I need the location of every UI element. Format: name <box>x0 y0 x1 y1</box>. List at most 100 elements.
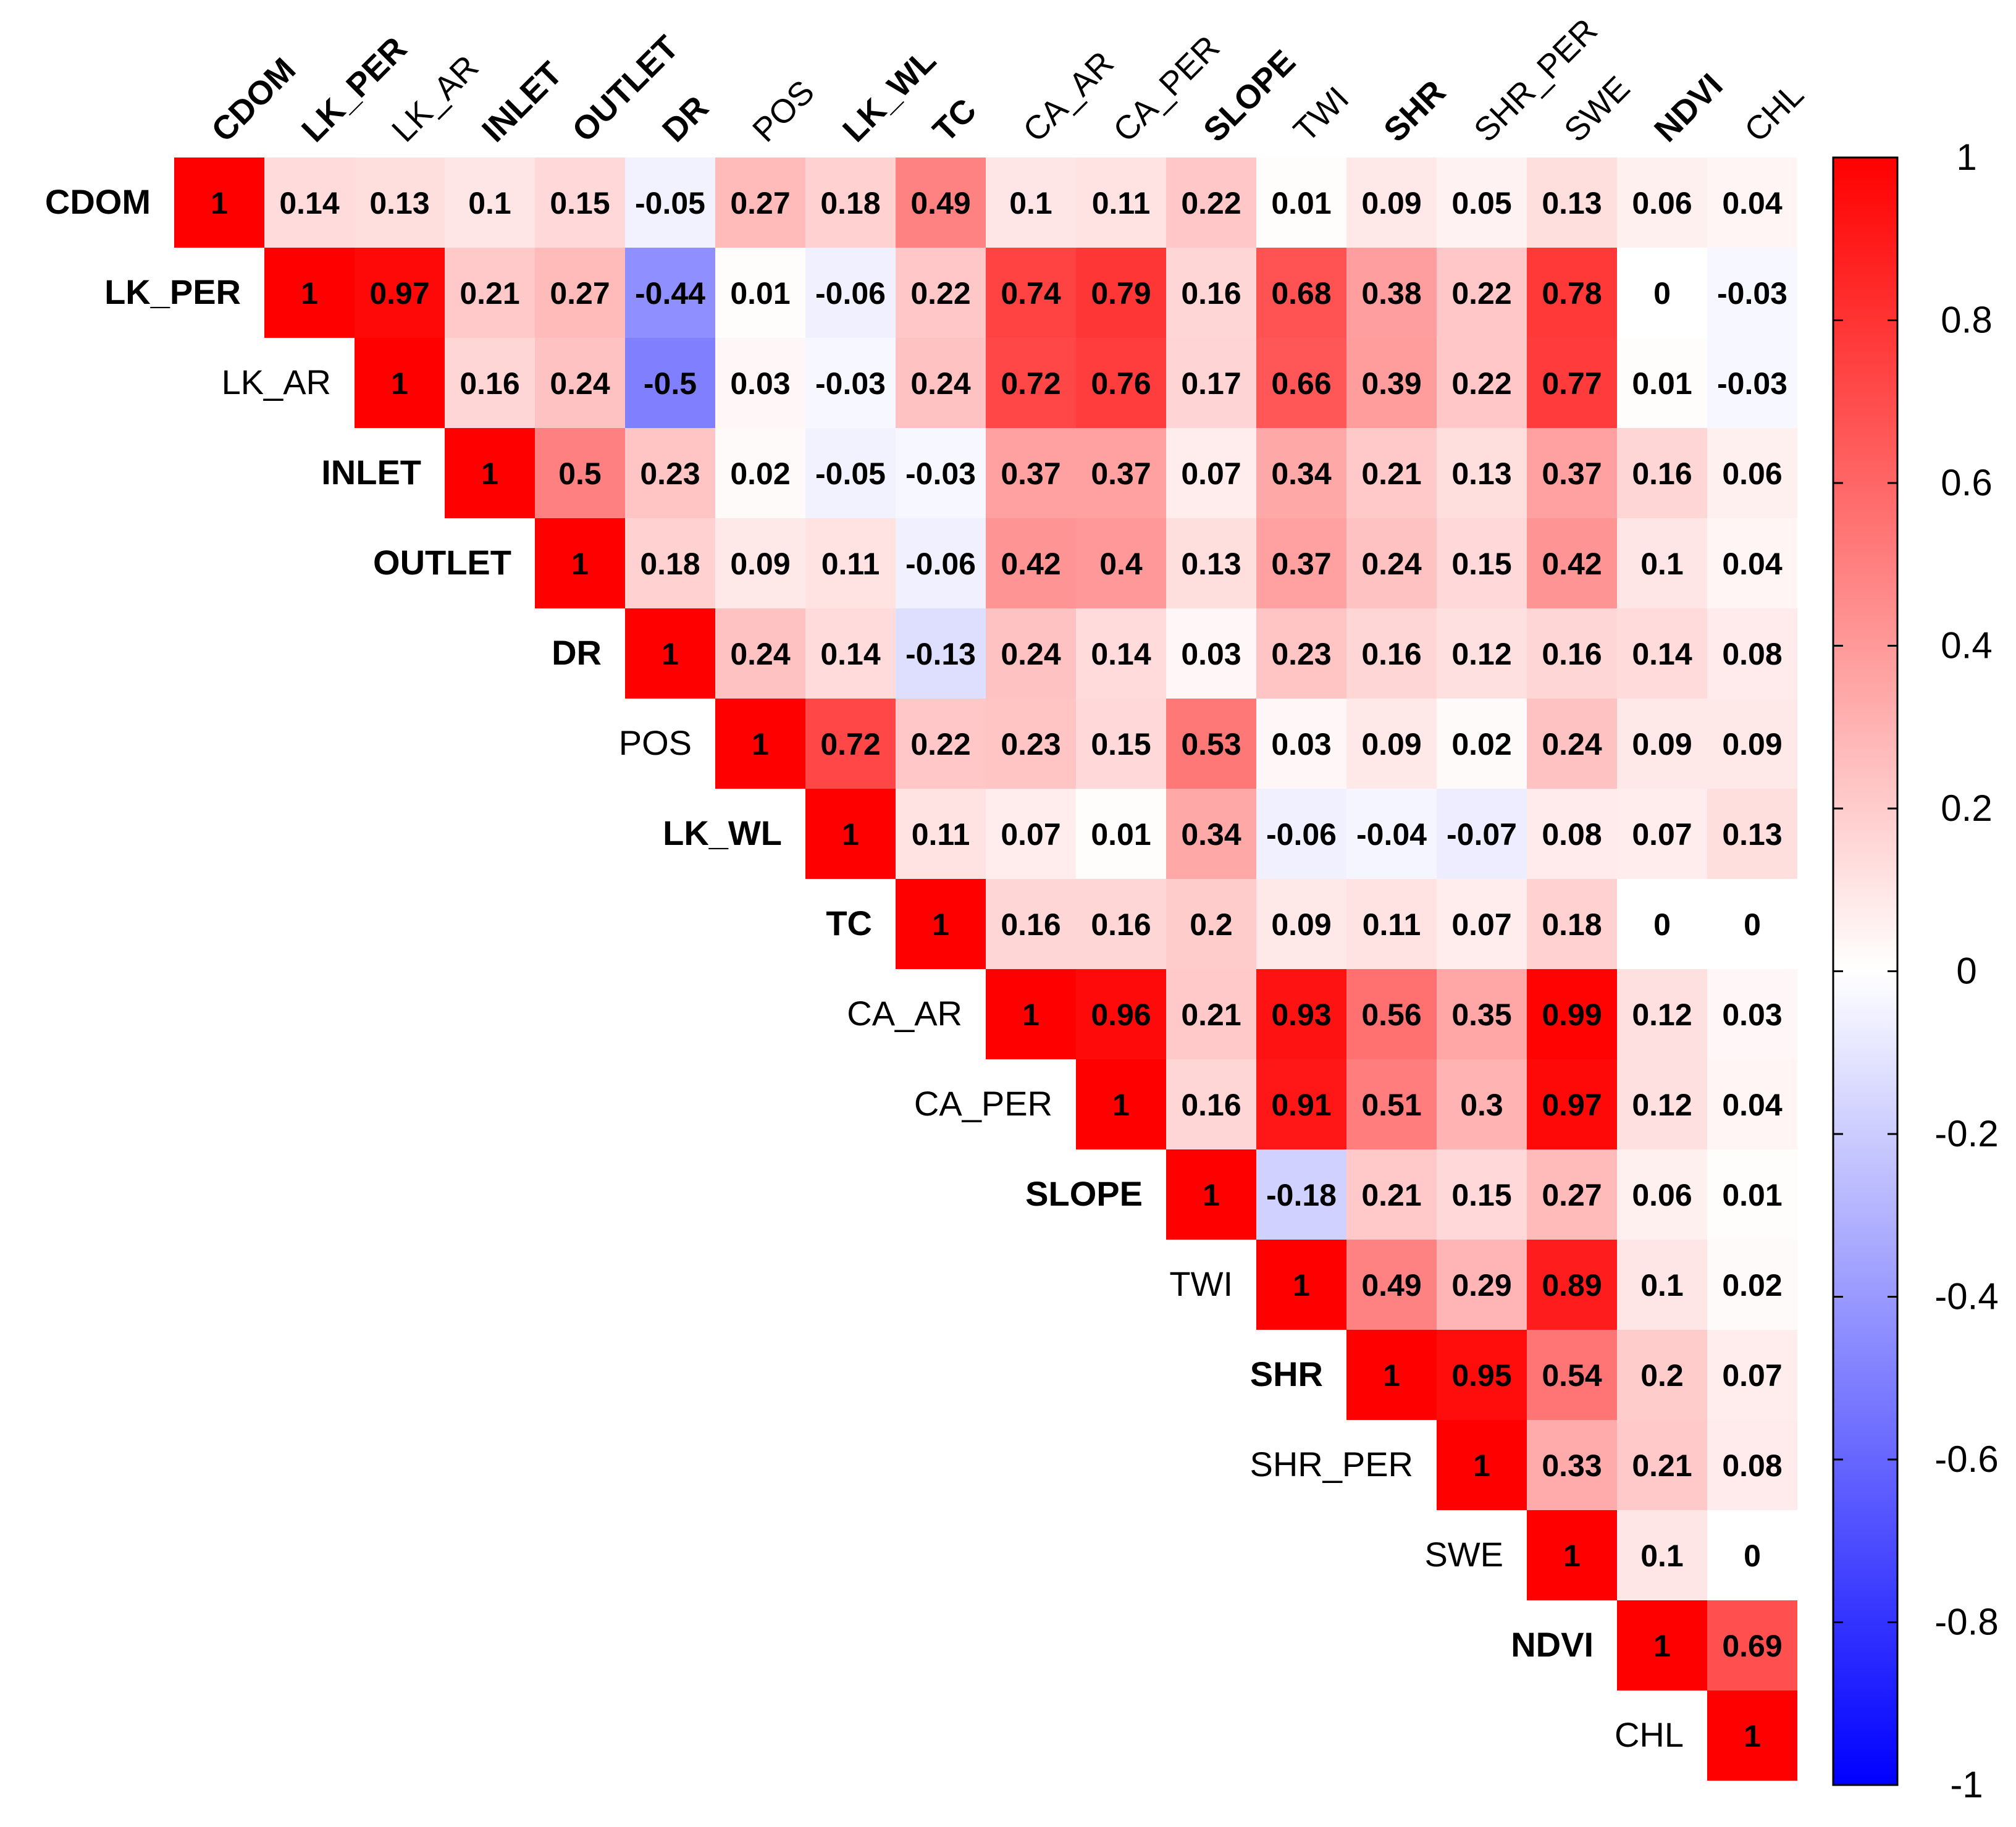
cell-value-label: 0.68 <box>1271 276 1331 311</box>
cell-value-label: 0.15 <box>550 186 610 220</box>
cell-TC-NDVI: 0 <box>1617 879 1707 969</box>
cell-rect <box>625 518 715 608</box>
cell-rect <box>625 338 715 428</box>
cell-SHR-SHR_PER: 0.95 <box>1437 1330 1527 1420</box>
cell-OUTLET-NDVI: 0.1 <box>1617 518 1707 608</box>
cell-value-label: -0.5 <box>644 366 697 401</box>
cell-rect <box>805 158 896 248</box>
colorbar-tick-label: -0.8 <box>1934 1602 1998 1643</box>
cell-rect <box>715 699 805 789</box>
cell-value-label: 0.22 <box>910 727 970 762</box>
cell-value-label: 0.77 <box>1542 366 1602 401</box>
cell-rect <box>715 608 805 699</box>
row-label-swe: SWE <box>1424 1535 1503 1574</box>
cell-POS-TWI: 0.03 <box>1256 699 1346 789</box>
cell-rect <box>1437 789 1527 879</box>
cell-CA_AR-SWE: 0.99 <box>1527 969 1617 1059</box>
cell-value-label: 0.74 <box>1001 276 1061 311</box>
cell-rect <box>445 158 535 248</box>
cell-value-label: 0.5 <box>558 456 602 491</box>
cell-rect <box>1256 1240 1346 1330</box>
cell-SHR-CHL: 0.07 <box>1707 1330 1797 1420</box>
cell-value-label: 0 <box>1653 276 1671 311</box>
cell-rect <box>1437 248 1527 338</box>
cell-rect <box>355 158 445 248</box>
cell-rect <box>264 248 355 338</box>
cell-TWI-SWE: 0.89 <box>1527 1240 1617 1330</box>
cell-rect <box>1617 248 1707 338</box>
cell-rect <box>1527 518 1617 608</box>
cell-rect <box>1527 338 1617 428</box>
cell-rect <box>1346 338 1437 428</box>
row-label-outlet: OUTLET <box>373 543 511 582</box>
cell-rect <box>1617 699 1707 789</box>
cell-rect <box>1256 1059 1346 1149</box>
row-label-twi: TWI <box>1169 1264 1233 1303</box>
column-label-inlet: INLET <box>475 55 569 149</box>
cell-value-label: 0.91 <box>1271 1088 1331 1122</box>
cell-INLET-NDVI: 0.16 <box>1617 428 1707 518</box>
colorbar-tick-label: 0.2 <box>1941 788 1992 829</box>
cell-value-label: 0.4 <box>1099 547 1143 581</box>
cell-value-label: 0.3 <box>1460 1088 1503 1122</box>
cell-value-label: 0.07 <box>1722 1358 1782 1393</box>
cell-rect <box>1076 969 1166 1059</box>
row-label-dr: DR <box>552 633 602 672</box>
cell-value-label: 1 <box>932 907 949 942</box>
cell-POS-CHL: 0.09 <box>1707 699 1797 789</box>
cell-value-label: 0.15 <box>1451 547 1511 581</box>
column-label-tc: TC <box>926 91 983 149</box>
cell-CDOM-CHL: 0.04 <box>1707 158 1797 248</box>
cell-value-label: 0.33 <box>1542 1448 1602 1483</box>
cell-rect <box>1076 248 1166 338</box>
cell-SLOPE-CHL: 0.01 <box>1707 1149 1797 1240</box>
cell-LK_WL-SHR: -0.04 <box>1346 789 1437 879</box>
cell-rect <box>1437 608 1527 699</box>
cell-value-label: 0.13 <box>369 186 429 220</box>
cell-rect <box>625 248 715 338</box>
colorbar: 1 0.8 0.6 0.4 0.2 0 -0.2 -0.4 -0.6 -0.8 -1 <box>1832 136 1999 1805</box>
cell-value-label: 0.66 <box>1271 366 1331 401</box>
cell-value-label: 0.18 <box>820 186 880 220</box>
cell-rect <box>1166 699 1256 789</box>
cell-LK_WL-CA_PER: 0.01 <box>1076 789 1166 879</box>
cell-rect <box>1346 1240 1437 1330</box>
cell-rect <box>535 428 625 518</box>
row-label-inlet: INLET <box>321 453 421 492</box>
cell-value-label: 0.06 <box>1632 186 1692 220</box>
cell-rect <box>1527 879 1617 969</box>
cell-CDOM-INLET: 0.1 <box>445 158 535 248</box>
cell-rect <box>1617 518 1707 608</box>
cell-rect <box>1617 879 1707 969</box>
cell-value-label: 0.21 <box>1361 456 1421 491</box>
cell-rect <box>1346 1059 1437 1149</box>
cell-value-label: 0.24 <box>1542 727 1602 762</box>
cell-LK_PER-TC: 0.22 <box>896 248 986 338</box>
cell-rect <box>1707 248 1797 338</box>
row-label-ca_ar: CA_AR <box>847 994 962 1033</box>
cell-SHR_PER-NDVI: 0.21 <box>1617 1420 1707 1510</box>
cell-rect <box>986 428 1076 518</box>
cell-TWI-CHL: 0.02 <box>1707 1240 1797 1330</box>
cell-rect <box>1346 879 1437 969</box>
cell-OUTLET-LK_WL: 0.11 <box>805 518 896 608</box>
cell-value-label: -0.03 <box>1717 366 1787 401</box>
cell-rect <box>1707 1059 1797 1149</box>
cell-value-label: -0.04 <box>1356 817 1427 852</box>
cell-CA_AR-NDVI: 0.12 <box>1617 969 1707 1059</box>
cell-rect <box>1076 789 1166 879</box>
cell-rect <box>1527 428 1617 518</box>
cell-value-label: -0.05 <box>635 186 705 220</box>
cell-rect <box>1346 1149 1437 1240</box>
cell-value-label: 1 <box>301 276 318 311</box>
cell-SLOPE-TWI: -0.18 <box>1256 1149 1346 1240</box>
cell-INLET-INLET: 1 <box>445 428 535 518</box>
cell-rect <box>1076 1059 1166 1149</box>
row-label-lk_per: LK_PER <box>104 272 241 311</box>
cell-value-label: 0.07 <box>1001 817 1060 852</box>
cell-POS-NDVI: 0.09 <box>1617 699 1707 789</box>
cell-value-label: 0.53 <box>1181 727 1241 762</box>
colorbar-tick-label: 0.4 <box>1941 625 1992 666</box>
cell-rect <box>1346 428 1437 518</box>
cell-rect <box>1707 879 1797 969</box>
